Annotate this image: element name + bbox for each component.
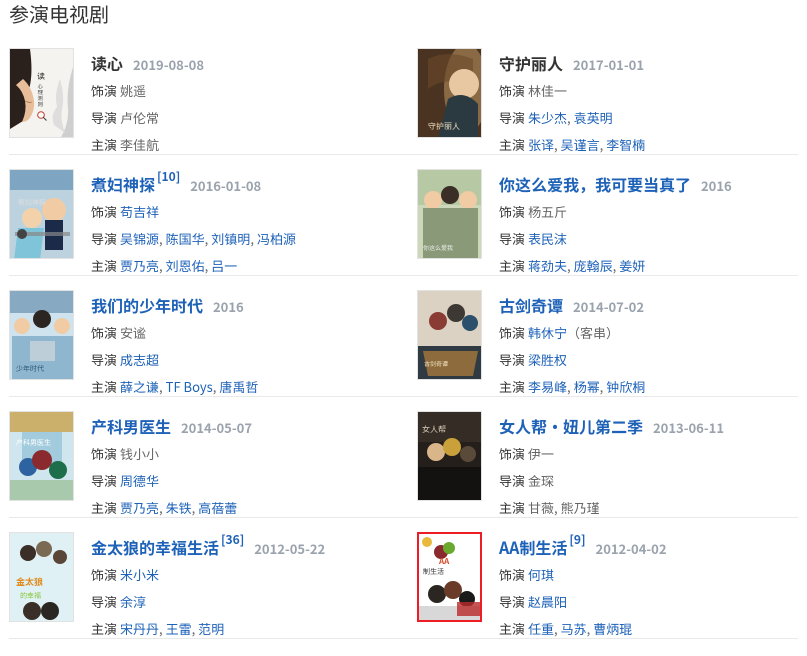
- svg-text:AA: AA: [438, 556, 450, 567]
- svg-text:少年时代: 少年时代: [16, 364, 44, 374]
- svg-text:制生活: 制生活: [423, 567, 444, 577]
- svg-text:读: 读: [37, 71, 45, 82]
- svg-text:则: 则: [38, 100, 43, 108]
- svg-text:煮妇神探: 煮妇神探: [18, 198, 46, 208]
- svg-text:你这么爱我: 你这么爱我: [423, 243, 453, 252]
- svg-text:产科男医生: 产科男医生: [16, 438, 51, 448]
- svg-text:金太狼: 金太狼: [16, 575, 43, 588]
- svg-text:女人帮: 女人帮: [422, 424, 446, 435]
- svg-text:古剑奇谭: 古剑奇谭: [424, 359, 448, 368]
- svg-text:的幸福: 的幸福: [20, 591, 41, 601]
- svg-text:守护丽人: 守护丽人: [428, 121, 460, 132]
